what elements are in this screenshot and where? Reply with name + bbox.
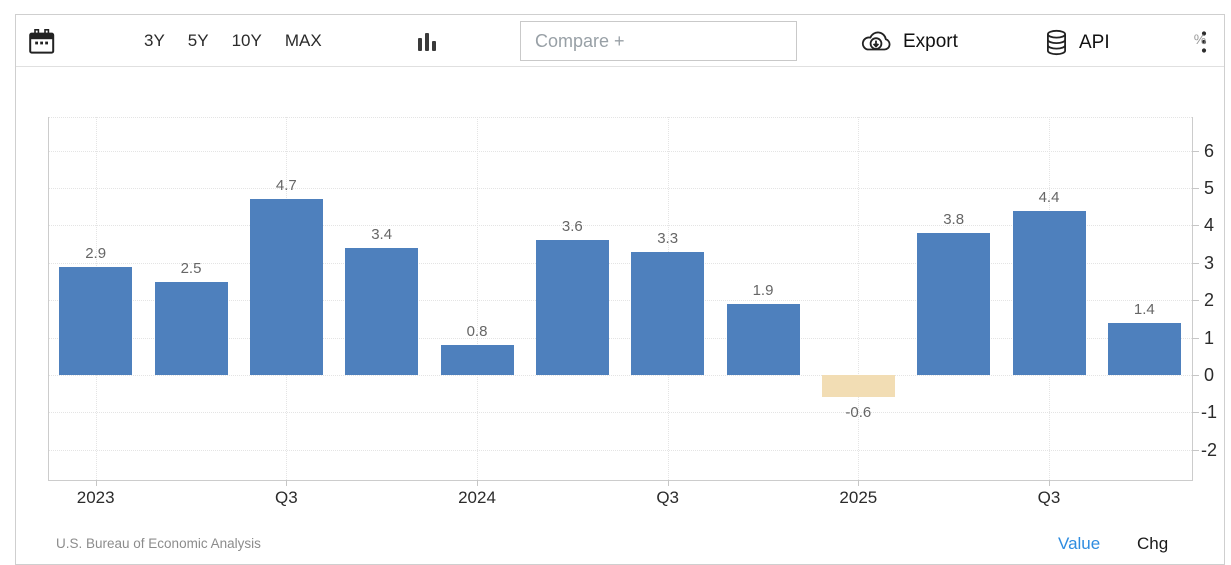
more-options-button[interactable] — [1192, 27, 1216, 57]
bar-value-label: 1.9 — [752, 282, 774, 299]
export-button[interactable]: Export — [859, 29, 958, 54]
gridline-horizontal — [48, 262, 1192, 264]
x-axis-tick — [477, 479, 478, 486]
calendar-icon — [28, 28, 55, 55]
bar[interactable] — [726, 304, 800, 376]
y-axis-tick-label: 6 — [1203, 140, 1214, 161]
x-axis-tick-label: 2025 — [839, 487, 878, 507]
bar[interactable] — [440, 345, 514, 376]
plot-left-border — [48, 117, 49, 480]
y-axis-tick-label: 3 — [1203, 252, 1214, 273]
bar-value-label: 2.9 — [85, 244, 107, 262]
compare-input[interactable] — [520, 21, 797, 61]
bar-value-label: 0.8 — [466, 323, 488, 341]
bar-value-label: 3.8 — [943, 210, 965, 228]
y-axis-tick-label: -2 — [1200, 439, 1217, 460]
gridline-horizontal — [48, 117, 1192, 118]
x-axis-tick — [667, 479, 669, 486]
x-axis-tick-label: Q3 — [1037, 487, 1061, 507]
y-axis-tick — [1192, 337, 1199, 339]
source-attribution: U.S. Bureau of Economic Analysis — [56, 536, 261, 551]
bar[interactable] — [1012, 210, 1086, 376]
chart-widget: 3Y 5Y 10Y MAX — [15, 14, 1225, 565]
bar[interactable] — [821, 375, 895, 398]
bar[interactable] — [59, 266, 133, 376]
y-axis-unit-label: % — [1193, 31, 1207, 47]
y-axis-tick — [1192, 262, 1199, 264]
database-icon — [1044, 29, 1069, 56]
y-axis-tick-label: 4 — [1203, 215, 1214, 236]
y-axis-tick-label: -1 — [1200, 402, 1217, 423]
export-label: Export — [903, 30, 958, 52]
x-axis-line — [48, 479, 1193, 481]
chart-type-button[interactable] — [416, 29, 442, 53]
range-selector: 3Y 5Y 10Y MAX — [143, 15, 323, 66]
range-button-3y[interactable]: 3Y — [143, 29, 166, 53]
range-button-max[interactable]: MAX — [284, 29, 323, 53]
bar-value-label: 4.7 — [275, 177, 297, 195]
x-axis-tick — [1049, 479, 1050, 486]
x-axis-tick — [286, 479, 288, 486]
y-axis-tick — [1192, 449, 1199, 451]
vertical-ellipsis-icon — [1201, 30, 1207, 54]
bar-value-label: 1.4 — [1133, 300, 1155, 318]
y-axis-tick-label: 1 — [1203, 327, 1214, 348]
cloud-download-icon — [859, 29, 893, 54]
x-axis-tick-label: Q3 — [656, 487, 679, 507]
y-axis-tick — [1192, 412, 1199, 414]
y-axis-tick — [1192, 225, 1199, 227]
x-axis-tick — [858, 479, 860, 486]
y-axis-tick — [1192, 375, 1199, 377]
api-button[interactable]: API — [1044, 29, 1110, 56]
y-axis-line — [1192, 117, 1193, 480]
bar-value-label: -0.6 — [845, 403, 872, 421]
gridline-horizontal — [48, 188, 1192, 190]
bar[interactable] — [154, 281, 228, 376]
gridline-horizontal — [48, 300, 1192, 302]
y-axis-tick-label: 0 — [1203, 365, 1214, 386]
column-chart-icon — [416, 30, 439, 53]
api-label: API — [1079, 31, 1110, 53]
y-axis-tick — [1192, 150, 1199, 152]
gridline-horizontal — [48, 337, 1192, 339]
y-axis-tick — [1192, 300, 1199, 302]
bar-value-label: 2.5 — [180, 259, 202, 277]
bar[interactable] — [535, 240, 609, 376]
range-button-10y[interactable]: 10Y — [231, 29, 263, 53]
range-button-5y[interactable]: 5Y — [187, 29, 210, 53]
x-axis-tick-label: 2024 — [458, 487, 496, 507]
gridline-horizontal — [48, 375, 1192, 377]
bar[interactable] — [631, 251, 705, 376]
x-axis-tick-label: Q3 — [274, 487, 298, 507]
x-axis-tick-label: 2023 — [76, 487, 115, 507]
y-axis-tick-label: 2 — [1203, 290, 1214, 311]
bar[interactable] — [249, 199, 323, 376]
calendar-button[interactable] — [28, 25, 60, 57]
bar-value-label: 3.6 — [561, 218, 583, 236]
y-axis-tick — [1192, 188, 1199, 190]
gridline-horizontal — [48, 225, 1192, 227]
chart-toolbar: 3Y 5Y 10Y MAX — [16, 15, 1224, 67]
bar-value-label: 3.4 — [371, 225, 393, 243]
gridline-horizontal — [48, 150, 1192, 152]
bar-value-label: 4.4 — [1038, 188, 1060, 206]
legend-chg-toggle[interactable]: Chg — [1137, 534, 1169, 553]
bar-value-label: 3.3 — [657, 229, 679, 247]
gridline-vertical — [858, 117, 860, 480]
y-axis-tick-label: 5 — [1203, 178, 1214, 199]
x-axis-tick — [95, 479, 97, 486]
bar-chart-plot: 6 5 4 3 2 1 0 -1 -2 2023 Q3 2024 Q3 2025 Q3 2.9 2.5 4.7 3.… — [16, 67, 1224, 512]
bar[interactable] — [1107, 322, 1181, 376]
legend-value-toggle[interactable]: Value — [1058, 534, 1101, 553]
gridline-vertical — [477, 117, 478, 480]
gridline-horizontal — [48, 412, 1192, 414]
bar[interactable] — [917, 232, 991, 376]
gridline-horizontal — [48, 449, 1192, 451]
bar[interactable] — [345, 247, 419, 376]
